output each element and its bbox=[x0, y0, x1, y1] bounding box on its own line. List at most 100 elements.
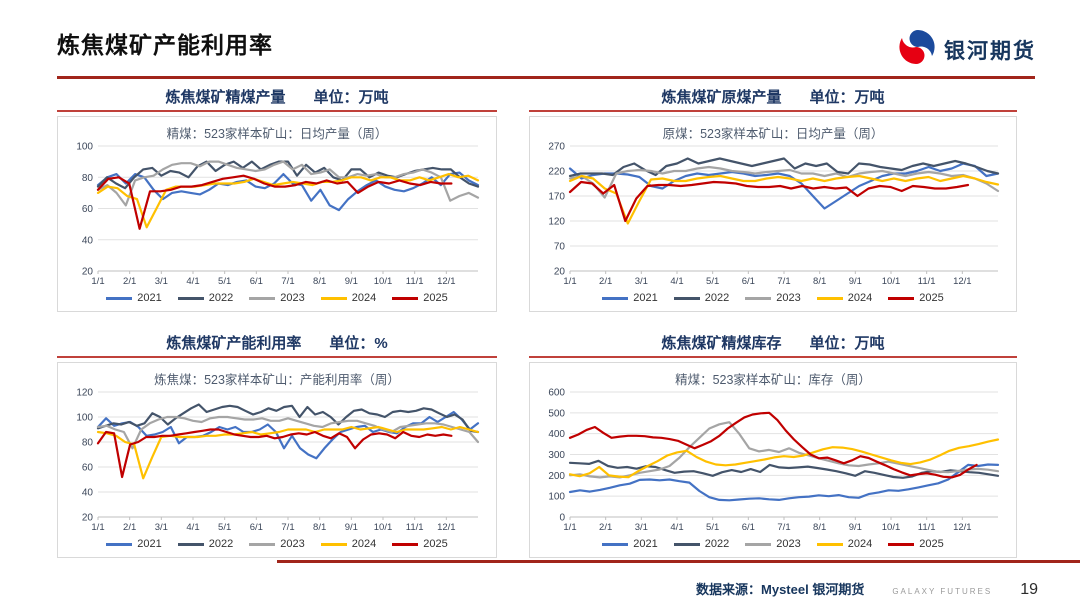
svg-text:2/1: 2/1 bbox=[123, 276, 136, 287]
legend-label: 2023 bbox=[776, 538, 801, 550]
legend-item-2021: 2021 bbox=[106, 538, 162, 550]
legend-swatch-icon bbox=[249, 542, 276, 546]
series-line-2022 bbox=[568, 459, 1000, 479]
footer-brand: GALAXY FUTURES bbox=[892, 587, 993, 596]
legend-swatch-icon bbox=[673, 542, 700, 546]
svg-text:12/1: 12/1 bbox=[953, 276, 972, 287]
svg-text:3/1: 3/1 bbox=[635, 276, 648, 287]
legend-item-2021: 2021 bbox=[602, 538, 658, 550]
legend-item-2023: 2023 bbox=[745, 292, 801, 304]
series-line-2025 bbox=[96, 174, 453, 230]
svg-text:20: 20 bbox=[82, 513, 94, 524]
svg-text:60: 60 bbox=[82, 463, 94, 474]
panel-refined-coal-inventory: 炼焦煤矿精煤库存 单位：万吨 精煤：523家样本矿山：库存（周） 0 100 200 3… bbox=[529, 332, 1017, 558]
legend-label: 2021 bbox=[137, 292, 162, 304]
chart-title: 炼焦煤矿原煤产量 单位：万吨 bbox=[529, 86, 1017, 110]
svg-text:12/1: 12/1 bbox=[437, 276, 456, 287]
legend-item-2022: 2022 bbox=[673, 292, 730, 304]
svg-text:4/1: 4/1 bbox=[670, 522, 683, 533]
legend-swatch-icon bbox=[106, 296, 133, 300]
svg-text:1/1: 1/1 bbox=[563, 522, 576, 533]
svg-text:4/1: 4/1 bbox=[186, 522, 199, 533]
chart-unit-label: 单位：万吨 bbox=[809, 89, 885, 106]
svg-text:9/1: 9/1 bbox=[345, 276, 358, 287]
legend-swatch-icon bbox=[816, 542, 843, 546]
legend-label: 2022 bbox=[704, 292, 730, 304]
chart-box: 原煤：523家样本矿山：日均产量（周） 20 70 120 170 220 270 1/1 2… bbox=[529, 116, 1017, 312]
svg-text:4/1: 4/1 bbox=[186, 276, 199, 287]
chart-title: 炼焦煤矿精煤库存 单位：万吨 bbox=[529, 332, 1017, 356]
svg-text:8/1: 8/1 bbox=[813, 276, 826, 287]
svg-text:40: 40 bbox=[82, 488, 94, 499]
legend-item-2023: 2023 bbox=[249, 292, 305, 304]
chart-box: 精煤：523家样本矿山：日均产量（周） 20 40 60 80 100 1/1 2/1 3/1… bbox=[57, 116, 497, 312]
legend-item-2025: 2025 bbox=[392, 292, 448, 304]
svg-text:6/1: 6/1 bbox=[742, 276, 755, 287]
series-line-2024 bbox=[96, 172, 480, 229]
legend-swatch-icon bbox=[888, 296, 915, 300]
panel-capacity-utilization: 炼焦煤矿产能利用率 单位：% 炼焦煤：523家样本矿山：产能利用率（周） 20 40… bbox=[57, 332, 497, 558]
galaxy-swirl-icon bbox=[897, 27, 937, 72]
svg-text:20: 20 bbox=[554, 267, 566, 278]
legend-label: 2024 bbox=[847, 538, 873, 550]
svg-text:80: 80 bbox=[82, 438, 94, 449]
series-line-2021 bbox=[568, 162, 1000, 210]
svg-text:12/1: 12/1 bbox=[953, 522, 972, 533]
svg-text:120: 120 bbox=[548, 217, 565, 228]
svg-text:3/1: 3/1 bbox=[155, 522, 168, 533]
chart-box: 精煤：523家样本矿山：库存（周） 0 100 200 300 400 500 600 1/1… bbox=[529, 362, 1017, 558]
svg-text:9/1: 9/1 bbox=[345, 522, 358, 533]
chart-title: 炼焦煤矿产能利用率 单位：% bbox=[57, 332, 497, 356]
legend-item-2022: 2022 bbox=[673, 538, 729, 550]
chart-legend: 2021 2022 2023 2024 2025 bbox=[536, 533, 1010, 555]
legend-label: 2023 bbox=[280, 292, 305, 304]
svg-text:220: 220 bbox=[548, 167, 565, 178]
series-line-2021 bbox=[568, 463, 1000, 502]
svg-text:2/1: 2/1 bbox=[599, 276, 612, 287]
chart-subtitle: 炼焦煤：523家样本矿山：产能利用率（周） bbox=[154, 373, 400, 387]
chart-subtitle: 原煤：523家样本矿山：日均产量（周） bbox=[662, 127, 884, 141]
chart-unit-label: 单位：% bbox=[329, 335, 388, 352]
legend-item-2024: 2024 bbox=[816, 292, 872, 304]
legend-item-2022: 2022 bbox=[177, 538, 233, 550]
legend-label: 2021 bbox=[633, 292, 658, 304]
svg-text:3/1: 3/1 bbox=[635, 522, 648, 533]
page-number: 19 bbox=[1020, 581, 1038, 598]
legend-item-2021: 2021 bbox=[602, 292, 658, 304]
svg-text:7/1: 7/1 bbox=[281, 522, 294, 533]
svg-text:20: 20 bbox=[82, 267, 94, 278]
legend-swatch-icon bbox=[320, 542, 347, 546]
svg-text:100: 100 bbox=[548, 492, 565, 503]
legend-item-2021: 2021 bbox=[106, 292, 162, 304]
svg-text:10/1: 10/1 bbox=[882, 522, 901, 533]
series-line-2023 bbox=[96, 415, 480, 450]
chart-plot: 20 70 120 170 220 270 1/1 2/1 3/1 4/1 5/1 6/1 7/1 8/1… bbox=[536, 140, 1010, 287]
legend-swatch-icon bbox=[602, 542, 629, 546]
legend-swatch-icon bbox=[177, 542, 204, 546]
svg-text:7/1: 7/1 bbox=[777, 276, 790, 287]
chart-unit-label: 单位：万吨 bbox=[313, 89, 389, 106]
svg-text:9/1: 9/1 bbox=[849, 522, 862, 533]
series-line-2023 bbox=[568, 421, 1000, 479]
legend-swatch-icon bbox=[106, 542, 133, 546]
svg-text:2/1: 2/1 bbox=[123, 522, 136, 533]
legend-swatch-icon bbox=[888, 542, 915, 546]
chart-subtitle: 精煤：523家样本矿山：日均产量（周） bbox=[166, 127, 388, 141]
legend-item-2025: 2025 bbox=[888, 292, 944, 304]
legend-label: 2022 bbox=[208, 292, 234, 304]
chart-svg: 0 100 200 300 400 500 600 1/1 2/1 3/1 4/1 5/1 6/1 7/1… bbox=[548, 388, 1000, 533]
chart-grid: 炼焦煤矿精煤产量 单位：万吨 精煤：523家样本矿山：日均产量（周） 20 40 60… bbox=[57, 86, 1017, 558]
svg-text:0: 0 bbox=[559, 513, 565, 524]
svg-text:80: 80 bbox=[82, 173, 94, 184]
legend-item-2023: 2023 bbox=[745, 538, 801, 550]
legend-label: 2024 bbox=[351, 292, 377, 304]
legend-swatch-icon bbox=[249, 296, 276, 300]
series-line-2024 bbox=[568, 438, 1000, 479]
chart-title-rule bbox=[57, 110, 497, 112]
chart-svg: 20 40 60 80 100 120 1/1 2/1 3/1 4/1 5/1 6/1 7/1 8/1 9/… bbox=[76, 388, 480, 533]
chart-legend: 2021 2022 2023 2024 2025 bbox=[536, 287, 1010, 309]
series-line-2022 bbox=[568, 157, 1000, 178]
series-line-2024 bbox=[568, 174, 1000, 225]
legend-label: 2025 bbox=[423, 292, 448, 304]
legend-item-2022: 2022 bbox=[177, 292, 234, 304]
